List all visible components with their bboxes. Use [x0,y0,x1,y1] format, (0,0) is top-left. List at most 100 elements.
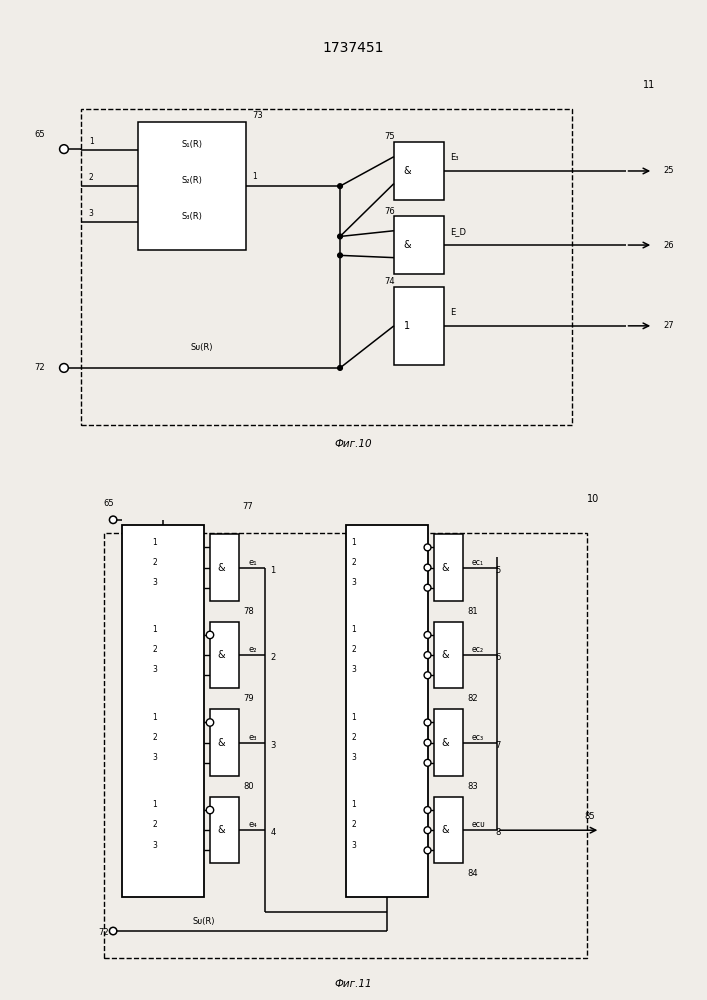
Text: 3: 3 [270,741,276,750]
Text: E: E [450,308,455,317]
Bar [122,525,204,897]
Bar [434,534,463,601]
Text: 73: 73 [252,111,263,120]
Text: 65: 65 [35,130,45,139]
Bar [346,525,428,897]
Text: e₄: e₄ [249,820,258,829]
Text: 1: 1 [351,625,356,634]
Circle shape [206,719,214,726]
Text: 84: 84 [467,869,478,878]
Text: Фиг.10: Фиг.10 [334,439,373,449]
Circle shape [424,652,431,659]
Circle shape [338,184,342,188]
Text: 75: 75 [384,132,395,141]
Text: 2: 2 [89,173,93,182]
Text: e₂: e₂ [249,645,257,654]
Bar [210,709,240,776]
Bar [210,622,240,688]
Circle shape [424,807,431,813]
Text: 10: 10 [587,494,600,504]
Circle shape [424,584,431,591]
Circle shape [338,366,342,370]
Text: 3: 3 [351,578,356,587]
Text: 2: 2 [351,820,356,829]
Text: 6: 6 [495,653,501,662]
Circle shape [338,234,342,239]
Text: 1: 1 [252,172,257,181]
Text: 1: 1 [152,800,157,809]
Bar [434,622,463,688]
Circle shape [424,739,431,746]
Bar [104,533,587,958]
Text: 77: 77 [242,502,253,511]
Text: 85: 85 [584,812,595,821]
Text: 2: 2 [152,820,157,829]
Text: 2: 2 [152,733,157,742]
Circle shape [424,564,431,571]
Circle shape [206,806,214,814]
Text: 78: 78 [244,607,255,616]
Text: 1: 1 [152,713,157,722]
Text: &: & [404,240,411,250]
Text: &: & [218,563,225,573]
Text: S₃(R): S₃(R) [182,212,202,221]
Text: 1: 1 [351,538,356,547]
Circle shape [59,364,69,372]
Text: 1: 1 [152,538,157,547]
Bar [210,534,240,601]
Bar [434,797,463,863]
Text: 1: 1 [89,137,93,146]
Text: eс₁: eс₁ [472,558,484,567]
Text: S₂(R): S₂(R) [182,176,202,185]
Text: 2: 2 [351,733,356,742]
Text: 1: 1 [351,800,356,809]
Bar [394,287,445,365]
Text: 3: 3 [351,753,356,762]
Text: 25: 25 [663,166,674,175]
Text: &: & [441,825,449,835]
Text: &: & [441,738,449,748]
Bar [394,216,445,274]
Text: &: & [218,738,225,748]
Text: 2: 2 [270,653,276,662]
Text: 76: 76 [384,207,395,216]
Circle shape [424,759,431,766]
Bar [138,122,246,250]
Bar [210,797,240,863]
Circle shape [206,631,214,639]
Text: 3: 3 [152,578,157,587]
Circle shape [424,827,431,834]
Text: 1: 1 [270,566,276,575]
Text: 81: 81 [467,607,478,616]
Text: 2: 2 [351,558,356,567]
Text: e₁: e₁ [249,558,257,567]
Text: eс₂: eс₂ [472,645,484,654]
Text: 74: 74 [384,277,395,286]
Text: 3: 3 [351,665,356,674]
Text: 80: 80 [244,782,255,791]
Text: 1737451: 1737451 [323,41,384,55]
Text: 83: 83 [467,782,479,791]
Text: 1: 1 [404,321,411,331]
Text: 5: 5 [495,566,501,575]
Text: 26: 26 [663,241,674,250]
Circle shape [424,672,431,679]
Text: eс₃: eс₃ [472,733,484,742]
Text: 1: 1 [152,625,157,634]
Text: 3: 3 [152,841,157,850]
Circle shape [338,253,342,258]
Circle shape [424,544,431,551]
Text: 3: 3 [351,841,356,850]
Text: 3: 3 [89,209,94,218]
Text: 82: 82 [467,694,478,703]
Text: 79: 79 [244,694,255,703]
Circle shape [424,847,431,854]
Text: 3: 3 [152,753,157,762]
Text: 1: 1 [351,713,356,722]
Text: Фиг.11: Фиг.11 [334,979,373,989]
Circle shape [110,516,117,524]
Text: 72: 72 [98,928,109,937]
Circle shape [424,631,431,638]
Text: 8: 8 [495,828,501,837]
Text: 27: 27 [663,321,674,330]
